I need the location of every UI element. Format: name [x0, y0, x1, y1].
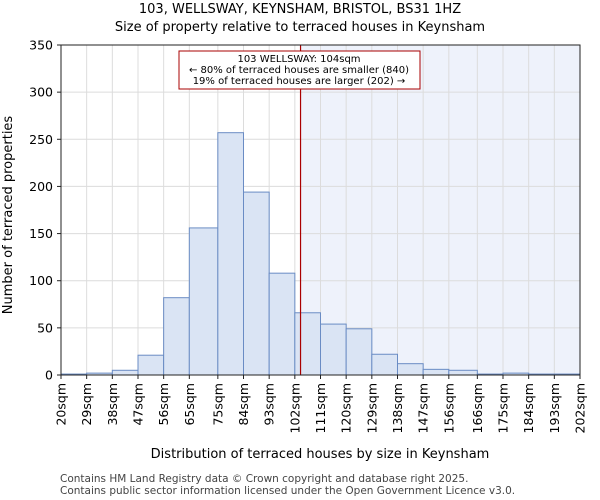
x-tick-label: 129sqm	[364, 383, 379, 433]
bar	[268, 272, 296, 376]
y-tick-label: 150	[29, 226, 53, 241]
bar	[345, 328, 373, 376]
y-axis-label: Number of terraced properties	[1, 116, 16, 315]
x-tick-label: 202sqm	[573, 383, 588, 433]
bar	[448, 369, 478, 376]
x-tick-label: 156sqm	[441, 383, 456, 433]
annotation-line-1: 103 WELLSWAY: 104sqm	[237, 54, 360, 65]
bar	[396, 363, 424, 376]
x-tick-label: 120sqm	[339, 383, 354, 433]
y-tick-label: 100	[29, 273, 53, 288]
footer-line-1: Contains HM Land Registry data © Crown c…	[60, 473, 468, 485]
y-tick-label: 0	[45, 368, 53, 383]
bar	[137, 354, 165, 376]
y-tick-label: 200	[29, 179, 53, 194]
x-tick-label: 166sqm	[470, 383, 485, 433]
x-tick-label: 65sqm	[182, 383, 197, 426]
x-tick-label: 102sqm	[287, 383, 302, 433]
x-tick-label: 93sqm	[262, 383, 277, 426]
x-ticks: 20sqm 29sqm 38sqm 47sqm 56sqm 65sqm 75sqm 84sqm…	[54, 375, 588, 433]
x-tick-label: 193sqm	[547, 383, 562, 433]
y-tick-label: 250	[29, 132, 53, 147]
x-tick-label: 56sqm	[156, 383, 171, 426]
x-tick-label: 138sqm	[390, 383, 405, 433]
x-tick-label: 47sqm	[130, 383, 145, 426]
bar	[243, 191, 270, 376]
x-tick-label: 111sqm	[313, 383, 328, 433]
x-tick-label: 84sqm	[236, 383, 251, 426]
chart-title: 103, WELLSWAY, KEYNSHAM, BRISTOL, BS31 1…	[139, 2, 461, 17]
y-tick-label: 300	[29, 85, 53, 100]
bar	[371, 353, 398, 376]
x-tick-label: 38sqm	[105, 383, 120, 426]
bar	[422, 368, 450, 376]
bar	[320, 323, 347, 376]
x-tick-label: 75sqm	[210, 383, 225, 426]
bar	[217, 132, 245, 376]
footer-line-2: Contains public sector information licen…	[60, 485, 515, 497]
highlight-region	[300, 45, 580, 375]
bar	[111, 369, 139, 376]
annotation-frame	[178, 50, 421, 90]
x-tick-label: 29sqm	[79, 383, 94, 426]
y-tick-label: 50	[37, 320, 53, 335]
x-tick-label: 175sqm	[496, 383, 511, 433]
annotation-line-3: 19% of terraced houses are larger (202) …	[193, 76, 406, 87]
y-ticks: 0 50 100 150 200 250 300 350	[29, 38, 61, 383]
x-tick-label: 20sqm	[54, 383, 69, 426]
annotation-line-2: ← 80% of terraced houses are smaller (84…	[189, 65, 409, 76]
chart-subtitle: Size of property relative to terraced ho…	[115, 20, 485, 35]
bar	[163, 297, 190, 376]
y-tick-label: 350	[29, 38, 53, 53]
plot-background	[300, 45, 580, 375]
x-tick-label: 184sqm	[521, 383, 536, 433]
x-tick-label: 147sqm	[416, 383, 431, 433]
bar	[188, 227, 219, 376]
x-axis-label: Distribution of terraced houses by size …	[151, 447, 490, 462]
bar	[294, 312, 322, 376]
annotation-box: 103 WELLSWAY: 104sqm ← 80% of terraced h…	[178, 50, 421, 90]
